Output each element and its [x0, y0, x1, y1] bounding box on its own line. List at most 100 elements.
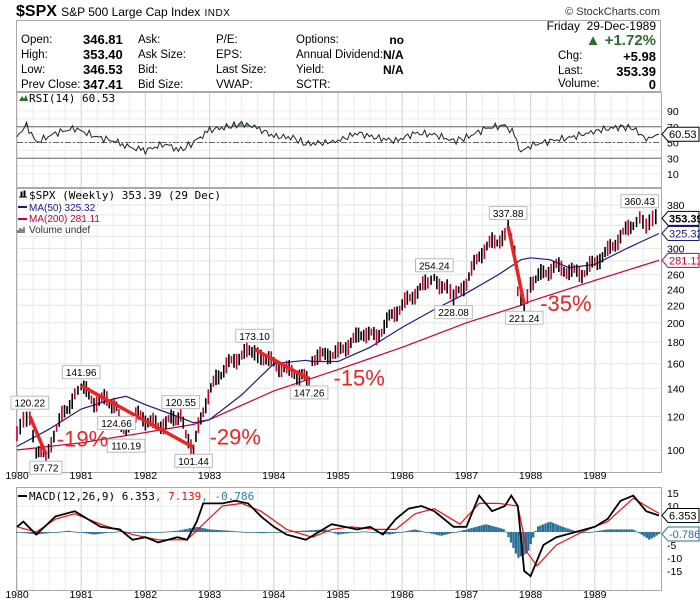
vwap-label: VWAP:: [216, 79, 253, 91]
macd-histogram-bar: [97, 532, 100, 535]
macd-histogram-bar: [596, 530, 599, 532]
macd-histogram-bar: [270, 532, 273, 533]
macd-histogram-bar: [30, 532, 34, 534]
macd-histogram-bar: [443, 532, 446, 536]
macd-histogram-bar: [620, 529, 624, 532]
price-label-box: [488, 206, 528, 221]
grid: [16, 92, 661, 590]
macd-value-tag-text: 6.353: [669, 510, 697, 522]
macd-histogram-bar: [82, 532, 85, 534]
price-label-text: 254.24: [419, 261, 450, 272]
macd-histogram-bar: [480, 525, 483, 532]
macd-histogram-bar: [228, 530, 231, 532]
price-label: 97.72: [29, 460, 63, 475]
price-label-box: [174, 453, 213, 468]
macd-histogram-bar: [364, 531, 367, 533]
ma200-value-tag-box: [661, 252, 700, 268]
quote-col4-values: no N/A N/A: [383, 33, 404, 78]
price-label-box: [10, 395, 50, 410]
annual-dividend-value: N/A: [383, 48, 404, 62]
macd-chart: [16, 493, 661, 578]
sctr-label: SCTR:: [296, 79, 331, 91]
year-tick-label: 1986: [391, 589, 415, 601]
macd-line: [16, 493, 660, 578]
high-value: 353.40: [83, 47, 123, 62]
macd-histogram-bar: [198, 527, 202, 532]
macd-histogram-bar: [132, 532, 135, 533]
price-label-box: [504, 310, 544, 325]
price-label: 101.44: [174, 453, 213, 468]
price-legend-text: $SPX (Weekly) 353.39 (29 Dec): [29, 189, 221, 202]
macd-histogram-bar: [487, 525, 490, 532]
macd-histogram-bar: [411, 530, 414, 532]
macd-histogram-bar: [507, 532, 510, 538]
macd-histogram-bar: [586, 532, 589, 533]
macd-histogram-bar: [260, 532, 263, 534]
ma200-value-tag-text: 281.11: [669, 255, 700, 267]
rsi-value-tag-text: 60.53: [669, 129, 697, 141]
macd-histogram-bar: [302, 530, 305, 532]
macd-histogram-bar: [527, 532, 530, 551]
macd-histogram-bar: [556, 524, 560, 532]
bid-size-label: Bid Size:: [138, 79, 184, 91]
price-tick-label: 160: [667, 359, 685, 371]
year-tick-label: 1985: [326, 470, 350, 482]
price-label-box: [161, 395, 201, 410]
bid-label: Bid:: [138, 64, 158, 76]
drawdown-label: -15%: [334, 366, 385, 391]
macd-histogram-bar: [80, 532, 83, 533]
macd-histogram-bar: [223, 530, 226, 532]
chg-label: Chg:: [558, 50, 583, 62]
macd-histogram-bar: [388, 532, 392, 535]
macd-tick-label: 15: [667, 488, 679, 500]
macd-histogram-bar: [497, 527, 500, 532]
macd-histogram-bar: [243, 531, 246, 533]
macd-histogram-bar: [220, 530, 224, 532]
drawdown-label: -35%: [540, 291, 591, 316]
price-label: 228.08: [434, 305, 473, 320]
price-label: 124.66: [97, 416, 136, 431]
macd-histogram-bar: [356, 532, 360, 533]
macd-histogram-bar: [16, 532, 19, 533]
macd-histogram-bar: [38, 532, 41, 535]
low-value: 346.53: [83, 62, 123, 77]
macd-histogram-bar: [658, 532, 661, 535]
macd-histogram-bar: [532, 532, 535, 538]
macd-histogram-bar: [159, 532, 162, 533]
macd-histogram-bar: [492, 526, 495, 532]
macd-histogram-bar: [109, 532, 113, 533]
year-tick-label: 1989: [583, 470, 607, 482]
price-label: 110.19: [106, 438, 146, 453]
symbol: $SPX: [16, 3, 57, 20]
price-label-text: 141.96: [66, 368, 97, 379]
macd-histogram-bar: [255, 532, 258, 533]
price-label-box: [434, 305, 473, 320]
macd-histogram-bar: [312, 530, 315, 532]
macd-histogram-bar: [102, 532, 105, 534]
macd-histogram-bar: [455, 531, 458, 533]
macd-histogram-bar: [448, 532, 451, 534]
macd-histogram-bar: [425, 532, 429, 533]
macd-tick-label: -15: [667, 566, 682, 578]
macd-histogram-bar: [581, 532, 584, 534]
last-label: Last:: [558, 65, 583, 77]
exchange: INDX: [204, 8, 231, 19]
macd-histogram-bar: [403, 531, 406, 533]
ma50-value-tag-text: 325.32: [669, 229, 700, 241]
macd-histogram-bar: [253, 532, 256, 533]
macd-histogram-bar: [304, 530, 308, 532]
price-label: 360.43: [620, 194, 660, 209]
price-tick-label: 300: [667, 243, 685, 255]
macd-histogram-bar: [339, 532, 342, 535]
low-label: Low:: [21, 64, 46, 76]
pe-label: P/E:: [216, 34, 238, 46]
price-label-text: 101.44: [178, 457, 209, 468]
macd-histogram-bar: [117, 531, 120, 533]
price-chart: 120.22 97.72 141.96 124.66 110.19 120.55 101.4…: [10, 194, 660, 475]
macd-histogram-bar: [416, 529, 419, 532]
price-label-text: 221.24: [509, 314, 540, 325]
ma200-value-tag: 281.11: [661, 252, 700, 268]
macd-legend-signal: 7.139: [168, 490, 201, 503]
macd-histogram-bar: [245, 532, 248, 533]
macd-histogram-bar: [386, 532, 389, 535]
